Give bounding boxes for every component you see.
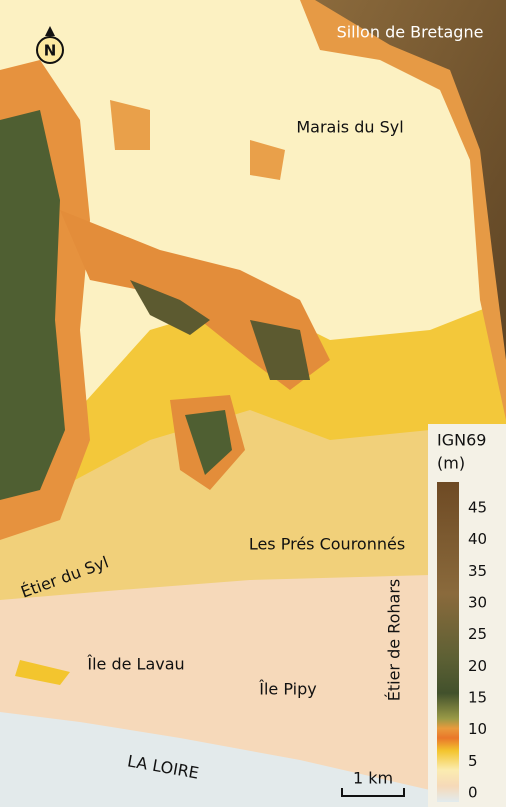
- map: N Sillon de Bretagne Marais du Syl Les P…: [0, 0, 506, 807]
- place-label: Île Pipy: [258, 680, 316, 699]
- waterway-label: Étier de Rohars: [385, 579, 404, 701]
- place-label: Sillon de Bretagne: [337, 23, 484, 42]
- legend-title: IGN69: [437, 431, 486, 450]
- legend-tick: 40: [468, 530, 487, 548]
- place-label: Île de Lavau: [86, 655, 184, 674]
- place-label: Marais du Syl: [296, 118, 403, 137]
- legend-tick: 0: [468, 784, 478, 802]
- north-label: N: [44, 42, 57, 60]
- legend-tick: 30: [468, 594, 487, 612]
- legend-tick: 15: [468, 689, 487, 707]
- legend-tick: 5: [468, 752, 478, 770]
- legend-tick: 20: [468, 657, 487, 675]
- legend-tick: 45: [468, 499, 487, 517]
- scale-label: 1 km: [353, 769, 393, 788]
- legend-tick: 35: [468, 562, 487, 580]
- legend-tick: 10: [468, 720, 487, 738]
- place-label: Les Prés Couronnés: [249, 535, 405, 554]
- legend-unit: (m): [437, 454, 465, 473]
- legend-tick: 25: [468, 625, 487, 643]
- color-scale: [437, 482, 459, 802]
